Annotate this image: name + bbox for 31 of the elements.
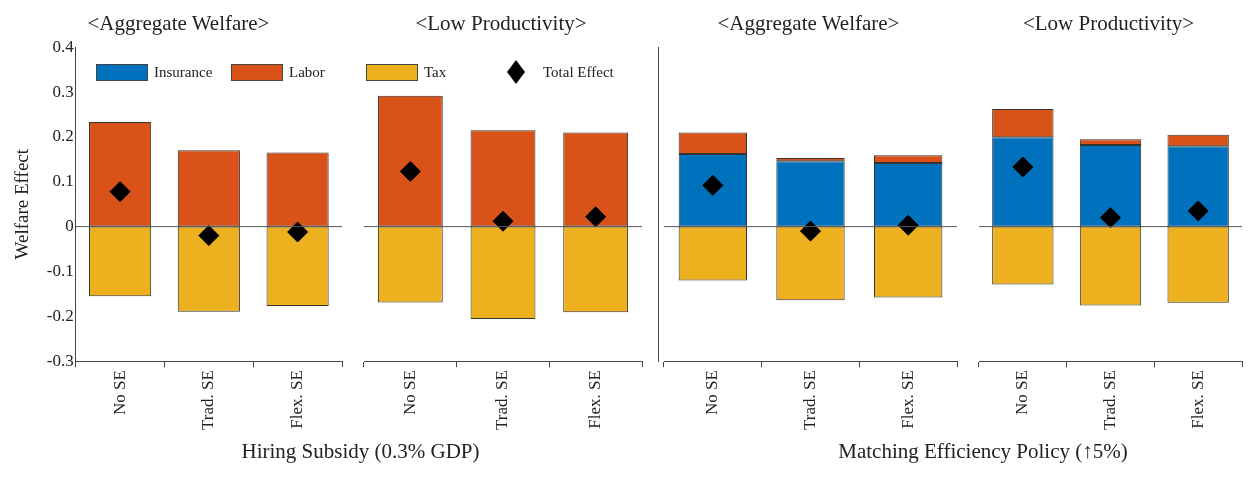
x-tick-label: Flex. SE — [585, 370, 605, 429]
y-tick-label: 0.3 — [52, 81, 74, 101]
legend-label: Tax — [424, 63, 447, 81]
chart-title: <Low Productivity> — [1022, 11, 1195, 36]
x-tick-label: Trad. SE — [198, 370, 218, 431]
x-tick-label: Trad. SE — [799, 370, 819, 431]
y-tick-label: -0.2 — [46, 305, 74, 325]
x-tick-label: No SE — [1012, 370, 1032, 416]
x-tick-label: No SE — [399, 370, 419, 416]
legend-label: Insurance — [154, 63, 213, 81]
y-tick-label: 0.1 — [52, 171, 74, 191]
chart-title: <Aggregate Welfare> — [87, 11, 270, 36]
y-tick-label: 0 — [65, 216, 74, 236]
y-tick-label: -0.3 — [46, 350, 74, 370]
x-axis-title: Matching Efficiency Policy (↑5%) — [837, 439, 1128, 464]
y-tick-label: 0.2 — [52, 126, 74, 146]
x-tick-label: Trad. SE — [492, 370, 512, 431]
x-tick-label: Flex. SE — [287, 370, 307, 429]
chart-title: <Aggregate Welfare> — [717, 11, 900, 36]
x-tick-label: Flex. SE — [1187, 370, 1207, 429]
y-tick-label: 0.4 — [52, 36, 75, 56]
x-tick-label: Trad. SE — [1099, 370, 1119, 431]
legend-label: Total Effect — [543, 63, 614, 81]
y-tick-label: -0.1 — [46, 260, 74, 280]
legend-label: Labor — [289, 63, 325, 81]
x-tick-label: No SE — [109, 370, 129, 416]
x-tick-label: Flex. SE — [897, 370, 917, 429]
x-axis-title: Hiring Subsidy (0.3% GDP) — [240, 439, 480, 464]
chart-title: <Low Productivity> — [415, 11, 587, 36]
y-axis-title: Welfare Effect — [11, 148, 33, 260]
x-tick-label: No SE — [702, 370, 722, 416]
